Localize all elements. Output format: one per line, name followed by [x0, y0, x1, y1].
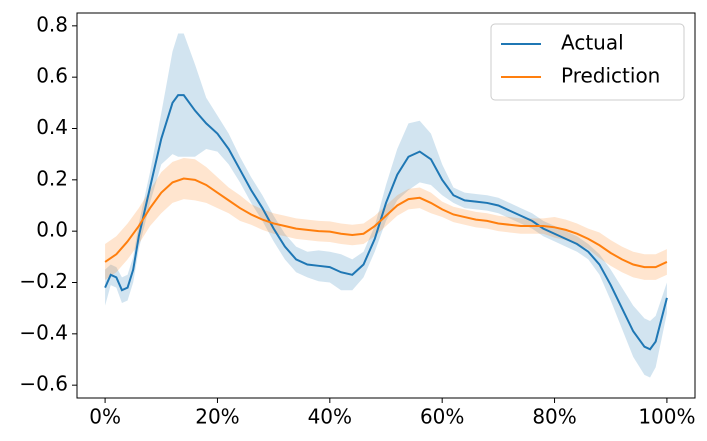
y-tick-label: 0.8	[36, 12, 68, 36]
y-tick-label: 0.2	[36, 166, 68, 190]
x-tick-label: 100%	[638, 405, 695, 429]
y-tick-label: −0.6	[19, 372, 68, 396]
y-tick-label: −0.4	[19, 320, 68, 344]
plot-frame	[76, 12, 696, 399]
line	[104, 177, 668, 269]
y-tick-label: 0.0	[36, 218, 68, 242]
y-tick-label: 0.4	[36, 115, 68, 139]
legend: Actual Prediction	[490, 23, 685, 101]
y-tick-label: −0.2	[19, 269, 68, 293]
x-tick-label: 20%	[195, 405, 239, 429]
y-tick-label: 0.6	[36, 64, 68, 88]
legend-label: Actual	[561, 31, 624, 55]
x-tick-label: 60%	[420, 405, 464, 429]
legend-label: Prediction	[561, 64, 660, 88]
confidence-band	[105, 158, 667, 280]
line	[104, 94, 668, 351]
x-tick-label: 40%	[308, 405, 352, 429]
x-tick-label: 80%	[532, 405, 576, 429]
x-tick-label: 0%	[89, 405, 121, 429]
